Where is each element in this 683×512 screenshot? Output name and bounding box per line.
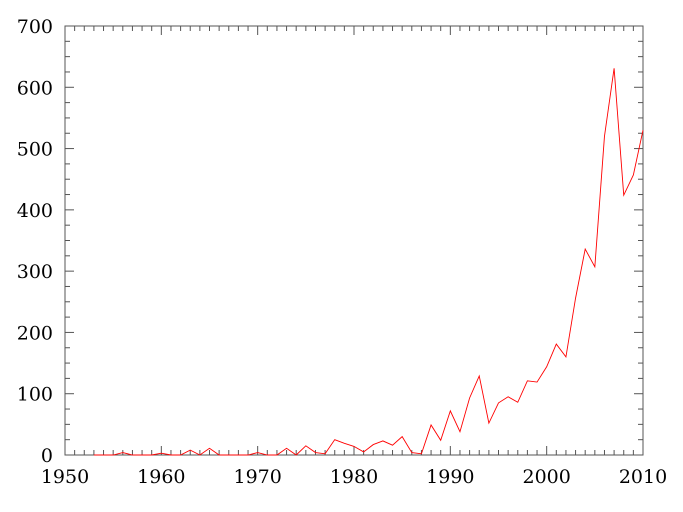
data-points xyxy=(94,68,643,455)
y-tick-label: 300 xyxy=(17,261,53,283)
x-tick-label: 2000 xyxy=(522,466,570,488)
x-tick-label: 1950 xyxy=(41,466,89,488)
y-tick-label: 0 xyxy=(41,445,53,467)
y-tick-label: 100 xyxy=(17,384,53,406)
y-tick-label: 400 xyxy=(17,200,53,222)
data-series-line xyxy=(93,68,644,456)
x-tick-label: 1960 xyxy=(137,466,185,488)
y-tick-label: 700 xyxy=(17,16,53,38)
axis-ticks xyxy=(64,25,644,456)
y-tick-label: 500 xyxy=(17,139,53,161)
plot-frame xyxy=(64,25,644,456)
x-tick-label: 1980 xyxy=(330,466,378,488)
y-tick-label: 600 xyxy=(17,77,53,99)
x-tick-label: 2010 xyxy=(619,466,667,488)
tick-labels: 1950 1960 1970 1980 1990 2000 2010 0 100 200 300 40… xyxy=(17,16,667,488)
x-tick-label: 1970 xyxy=(233,466,281,488)
x-tick-label: 1990 xyxy=(426,466,474,488)
y-tick-label: 200 xyxy=(17,322,53,344)
